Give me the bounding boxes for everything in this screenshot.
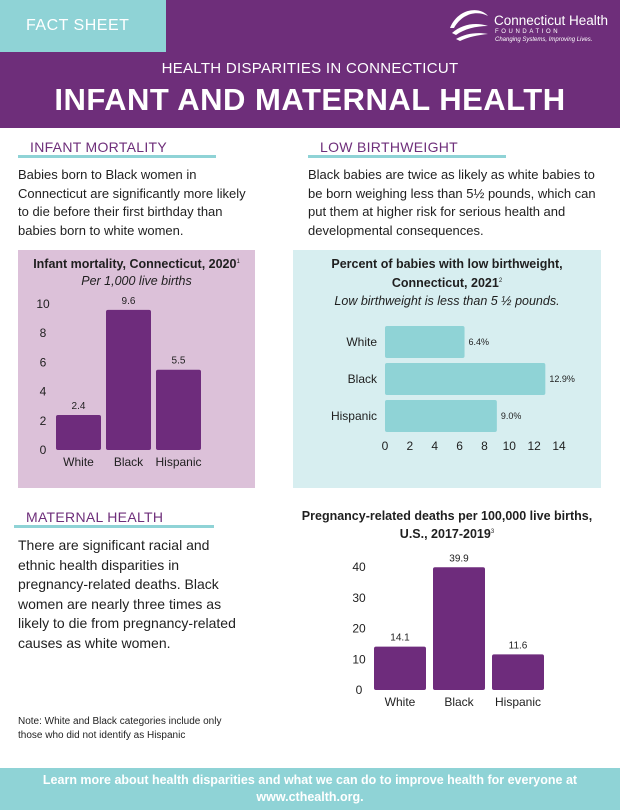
pr-value-label-2: 11.6 (509, 640, 528, 651)
infant-mortality-chart: Infant mortality, Connecticut, 20201 Per… (18, 250, 255, 488)
foundation-logo[interactable]: Connecticut Health FOUNDATION Changing S… (446, 6, 616, 48)
pregnancy-deaths-chart: Pregnancy-related deaths per 100,000 liv… (282, 502, 612, 722)
lb-xtick-3: 6 (456, 439, 463, 453)
lb-xtick-4: 8 (481, 439, 488, 453)
lb-category-hispanic: Hispanic (331, 409, 377, 423)
lb-xtick-5: 10 (503, 439, 517, 453)
low-birthweight-chart: Percent of babies with low birthweight, … (293, 250, 601, 488)
low-birthweight-underline (308, 155, 506, 158)
fact-sheet-label: FACT SHEET (26, 17, 130, 34)
pr-chart-title-line2: U.S., 2017-20193 (399, 527, 495, 541)
logo-foundation: FOUNDATION (495, 29, 561, 35)
pr-value-label-1: 39.9 (449, 553, 469, 564)
im-category-black: Black (114, 455, 144, 469)
footer-banner: Learn more about health disparities and … (0, 768, 620, 810)
lb-xtick-2: 4 (431, 439, 438, 453)
pr-ytick-1: 10 (352, 652, 366, 666)
page-title: INFANT AND MATERNAL HEALTH (54, 82, 566, 117)
pr-category-hispanic: Hispanic (495, 695, 541, 709)
pr-bar-hispanic (492, 654, 544, 690)
footnote: Note: White and Black categories include… (18, 716, 222, 741)
im-ytick-1: 2 (40, 414, 47, 428)
footer-text: Learn more about health disparities and … (42, 773, 578, 787)
low-birthweight-text: Black babies are twice as likely as whit… (308, 167, 596, 238)
pr-category-white: White (385, 695, 416, 709)
lb-chart-plot: 0 2 4 6 8 10 12 14 6.4% White 12.9% Black 9.0% Hispan… (331, 326, 575, 453)
lb-xtick-0: 0 (382, 439, 389, 453)
pr-ytick-4: 40 (352, 560, 366, 574)
maternal-health-text: There are significant racial and ethnic … (18, 537, 236, 651)
pr-ytick-0: 0 (356, 683, 363, 697)
im-bar-white (56, 414, 101, 450)
footer-link[interactable]: www.cthealth.org. (256, 790, 364, 804)
logo-name: Connecticut Health (494, 13, 609, 28)
im-chart-plot: 0 2 4 6 8 10 2.4 White 9.6 Black 5.5 Hispanic (36, 296, 201, 469)
fact-sheet-tab: FACT SHEET (0, 0, 166, 52)
im-category-white: White (63, 455, 94, 469)
im-value-label-0: 2.4 (72, 401, 86, 412)
lb-xtick-6: 12 (527, 439, 541, 453)
pr-bar-white (374, 646, 426, 690)
pr-chart-title-line1: Pregnancy-related deaths per 100,000 liv… (301, 509, 593, 523)
lb-chart-title-line1: Percent of babies with low birthweight, (331, 257, 563, 271)
im-chart-title: Infant mortality, Connecticut, 20201 (33, 257, 240, 271)
im-chart-subtitle: Per 1,000 live births (81, 274, 192, 288)
im-value-label-2: 5.5 (172, 356, 186, 367)
im-ytick-4: 8 (40, 326, 47, 340)
im-category-hispanic: Hispanic (155, 455, 201, 469)
maternal-health-heading: MATERNAL HEALTH (26, 509, 164, 525)
pr-bar-black (433, 567, 485, 690)
im-bar-hispanic (156, 369, 201, 450)
im-ytick-3: 6 (40, 355, 47, 369)
im-value-label-1: 9.6 (122, 296, 136, 307)
header-banner: FACT SHEET Connecticut Health FOUNDATION… (0, 0, 620, 128)
lb-bar-hispanic (385, 400, 497, 432)
lb-chart-title-line2: Connecticut, 20212 (391, 276, 503, 290)
infant-mortality-text: Babies born to Black women in Connecticu… (18, 167, 246, 238)
page-subtitle: HEALTH DISPARITIES IN CONNECTICUT (161, 60, 459, 77)
infant-mortality-underline (18, 155, 216, 158)
infant-mortality-heading: INFANT MORTALITY (30, 139, 168, 155)
lb-value-label-1: 12.9% (549, 374, 575, 384)
maternal-health-underline (14, 525, 214, 528)
low-birthweight-heading: LOW BIRTHWEIGHT (320, 139, 459, 155)
im-bar-black (106, 309, 151, 450)
pr-category-black: Black (444, 695, 474, 709)
lb-value-label-2: 9.0% (501, 411, 522, 421)
lb-bar-white (385, 326, 465, 358)
lb-chart-subtitle: Low birthweight is less than 5 ½ pounds. (334, 294, 560, 308)
im-ytick-2: 4 (40, 385, 47, 399)
pr-value-label-0: 14.1 (390, 633, 410, 644)
lb-xtick-1: 2 (407, 439, 414, 453)
pr-chart-plot: 0 10 20 30 40 14.1 White 39.9 Black 11.6 Hispanic (352, 553, 544, 709)
im-ytick-0: 0 (40, 443, 47, 457)
im-ytick-5: 10 (36, 297, 50, 311)
pr-ytick-3: 30 (352, 591, 366, 605)
wave-logo-icon (450, 10, 488, 41)
lb-category-white: White (346, 335, 377, 349)
pr-ytick-2: 20 (352, 622, 366, 636)
lb-bar-black (385, 363, 546, 395)
lb-value-label-0: 6.4% (469, 337, 490, 347)
lb-xtick-7: 14 (552, 439, 566, 453)
logo-tagline: Changing Systems, Improving Lives. (495, 37, 593, 43)
lb-category-black: Black (348, 372, 378, 386)
